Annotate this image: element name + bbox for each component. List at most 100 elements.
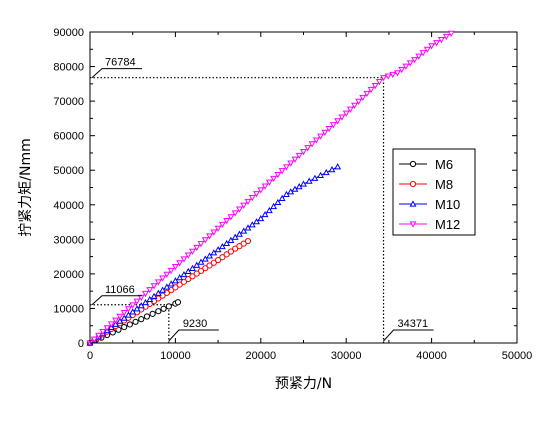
data-point	[155, 308, 162, 315]
data-point	[300, 180, 307, 187]
data-point	[402, 63, 410, 70]
data-point	[218, 242, 226, 250]
data-point	[328, 166, 336, 173]
data-point	[270, 175, 278, 183]
data-point	[197, 267, 205, 274]
data-point	[240, 227, 248, 234]
x-tick-label: 10000	[160, 350, 191, 362]
data-point	[346, 106, 354, 113]
data-point	[437, 37, 445, 44]
data-point	[218, 221, 226, 229]
data-point	[393, 70, 401, 77]
data-point	[163, 289, 170, 296]
data-point	[338, 114, 346, 121]
annotation-leader	[168, 329, 219, 342]
data-point	[342, 110, 350, 117]
data-point	[406, 60, 414, 67]
data-point	[150, 292, 158, 299]
data-point	[210, 259, 217, 266]
legend: M6 M8 M10 M12	[392, 148, 476, 236]
data-point	[129, 308, 137, 315]
data-point	[321, 129, 329, 137]
data-point	[409, 200, 417, 207]
data-point	[159, 275, 167, 282]
data-point	[197, 258, 205, 265]
data-point	[189, 248, 196, 255]
y-tick-label: 30000	[53, 234, 84, 246]
data-point	[311, 174, 319, 181]
data-point	[363, 90, 371, 98]
data-point	[257, 214, 265, 222]
data-point	[132, 318, 139, 325]
data-point	[274, 171, 282, 179]
data-point	[193, 244, 201, 252]
data-point	[174, 299, 182, 306]
series-m8	[86, 237, 252, 347]
data-point	[236, 230, 243, 237]
data-point	[163, 283, 171, 290]
legend-label: M6	[435, 157, 453, 172]
data-point	[367, 86, 375, 94]
data-point	[189, 264, 196, 271]
y-tick-label: 90000	[53, 27, 84, 39]
data-point	[244, 198, 252, 206]
data-point	[317, 133, 325, 140]
data-point	[210, 249, 218, 256]
data-point	[351, 102, 358, 109]
data-point	[214, 246, 222, 253]
data-point	[248, 195, 256, 202]
data-point	[244, 237, 252, 245]
data-point	[325, 125, 333, 133]
guide-lines	[90, 77, 385, 343]
data-point	[214, 225, 222, 232]
data-point	[371, 82, 379, 90]
y-tick-label: 60000	[53, 131, 84, 143]
x-tick-label: 0	[87, 350, 93, 362]
data-point	[146, 287, 154, 294]
legend-item-m6: M6	[399, 157, 453, 172]
legend-item-m8: M8	[399, 177, 453, 192]
series-m10	[86, 163, 342, 346]
data-point	[308, 141, 316, 148]
data-point	[90, 336, 98, 343]
data-point	[202, 265, 209, 272]
data-point	[112, 317, 120, 324]
data-point	[236, 206, 243, 213]
data-point	[120, 314, 128, 321]
data-point	[253, 218, 260, 225]
data-point	[206, 233, 214, 240]
data-point	[411, 57, 418, 64]
y-tick-label: 80000	[53, 62, 84, 74]
data-point	[154, 289, 162, 296]
data-point	[150, 283, 158, 290]
data-point	[423, 46, 431, 53]
data-point	[124, 311, 132, 318]
data-point	[442, 33, 450, 41]
data-point	[184, 267, 192, 275]
data-point	[291, 156, 299, 163]
data-point	[409, 160, 417, 168]
data-point	[99, 329, 107, 336]
data-point	[223, 251, 230, 258]
data-point	[433, 40, 440, 47]
data-point	[197, 241, 205, 248]
data-point	[176, 260, 184, 267]
y-tick-label: 10000	[53, 303, 84, 315]
legend-item-m12: M12	[399, 217, 460, 232]
data-point	[274, 198, 282, 206]
axes: 0 10000 20000 30000 40000 50000 0 10000 20000 300…	[53, 27, 532, 362]
data-point	[419, 50, 427, 57]
data-point	[171, 277, 179, 284]
data-point	[116, 317, 124, 324]
y-tick-label: 20000	[53, 269, 84, 281]
data-point	[193, 270, 200, 277]
data-point	[287, 160, 295, 167]
data-point	[359, 94, 367, 102]
data-point	[180, 256, 188, 263]
data-point	[305, 177, 313, 184]
annotation-leader	[91, 68, 142, 79]
data-point	[160, 305, 167, 312]
x-tick-label: 40000	[416, 350, 447, 362]
data-point	[180, 278, 188, 285]
data-point	[227, 236, 235, 243]
